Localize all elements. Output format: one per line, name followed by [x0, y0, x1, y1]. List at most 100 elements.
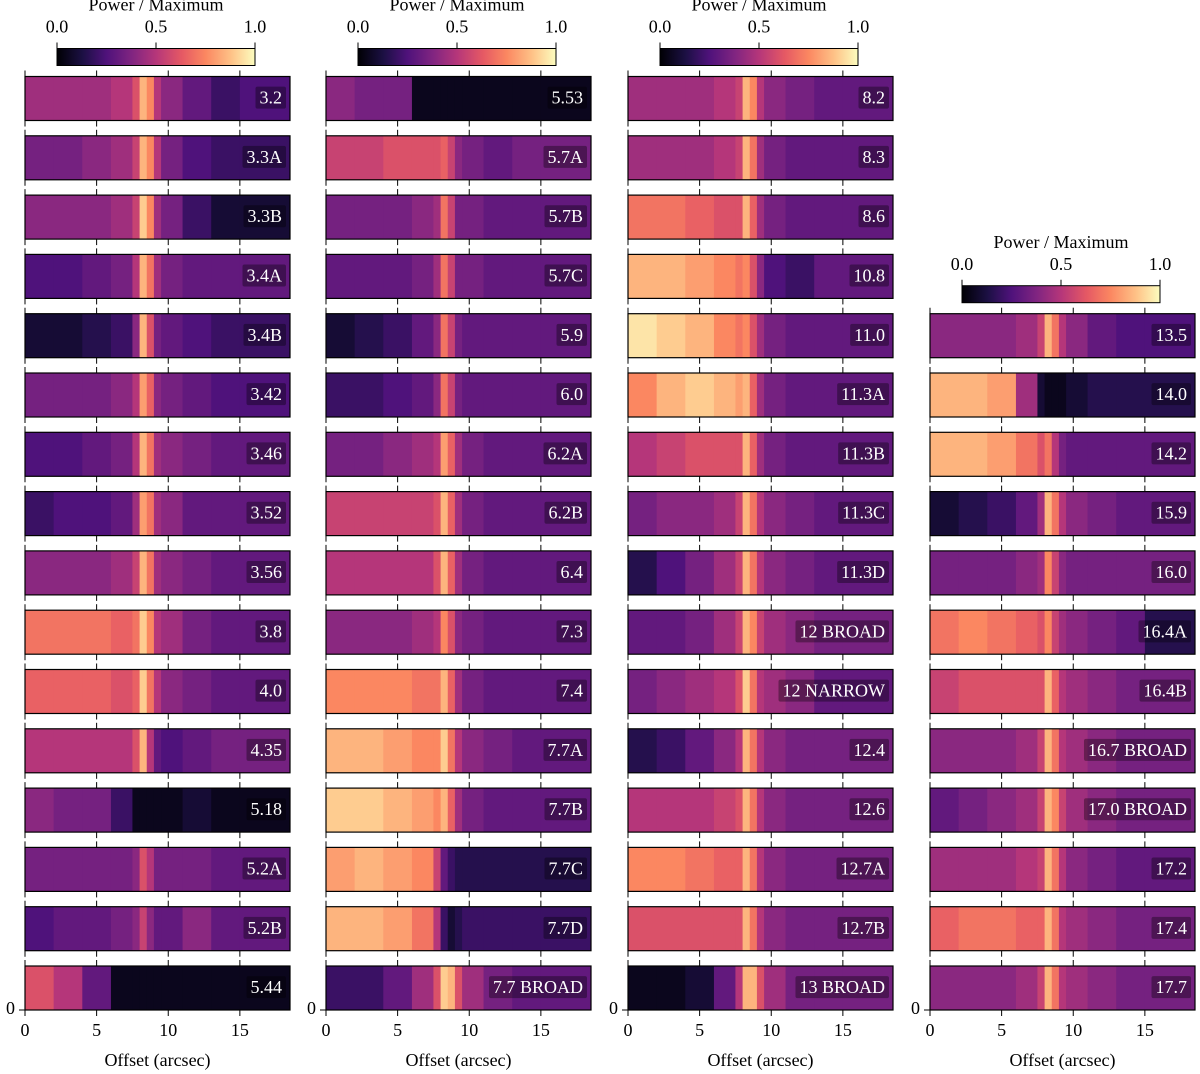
heat-cell [182, 669, 212, 714]
heat-cell [82, 847, 112, 892]
panel: 7.7B [325, 782, 592, 839]
heat-cell [1087, 550, 1117, 595]
heat-cell [383, 728, 413, 773]
heat-cell [462, 195, 485, 240]
heat-cell [742, 76, 751, 121]
panel-label-bg [255, 679, 286, 702]
heat-cell [842, 254, 894, 299]
heat-cell [540, 195, 592, 240]
heat-cell [540, 847, 592, 892]
heat-cell [354, 728, 384, 773]
heat-cell [433, 76, 442, 121]
heat-cell [53, 788, 83, 833]
panel: 12 BROAD [627, 604, 894, 661]
panel-label: 5.2A [247, 859, 283, 879]
heat-cell [628, 847, 658, 892]
heat-cell [1044, 788, 1053, 833]
heat-cell [1087, 610, 1117, 655]
panel-label-bg [246, 442, 286, 465]
x-tick-label: 0 [624, 1020, 633, 1040]
heat-cell [756, 76, 765, 121]
colorbar-tick-label: 0.5 [1050, 254, 1073, 274]
heat-cell [785, 373, 815, 417]
heat-cell [749, 195, 758, 240]
heat-cell [440, 847, 449, 892]
panel-label: 3.8 [260, 621, 283, 641]
panel: 15.9 [929, 485, 1196, 542]
heat-cell [742, 432, 751, 477]
heat-cell [842, 847, 894, 892]
panel-label-bg [246, 501, 286, 524]
heat-cell [440, 906, 449, 951]
heat-cell [749, 254, 758, 299]
panel-label: 16.0 [1156, 562, 1188, 582]
panel: 3.42 [24, 367, 291, 423]
heat-cell [462, 906, 485, 951]
heat-cell [146, 373, 155, 417]
panel: 3.4B [24, 307, 291, 364]
heat-cell [25, 669, 55, 714]
heat-cell [742, 313, 751, 358]
panel-label-bg [543, 916, 587, 939]
colorbar-title: Power / Maximum [89, 0, 224, 15]
heat-cell [153, 432, 162, 477]
colorbar [56, 48, 256, 66]
panel: 3.4A [24, 248, 291, 305]
panel: 12.7B [627, 900, 894, 957]
heat-cell [814, 313, 844, 358]
heat-cell [440, 491, 449, 536]
panel-label-bg [543, 738, 587, 761]
heat-cell [483, 254, 513, 299]
heat-cell [383, 432, 413, 477]
heat-cell [153, 669, 162, 714]
panel-frame [929, 550, 1196, 596]
heat-cell [930, 669, 960, 714]
heat-cell [656, 610, 686, 655]
heat-cell [25, 195, 55, 240]
heat-cell [540, 491, 592, 536]
heat-cell [1051, 610, 1060, 655]
heat-cell [433, 728, 442, 773]
heat-cell [440, 254, 449, 299]
panel-label-bg [556, 323, 587, 346]
panel-label: 11.3A [841, 384, 885, 404]
heat-cell [161, 847, 184, 892]
panel-frame [627, 75, 894, 122]
heat-cell [239, 610, 291, 655]
heat-cell [814, 432, 844, 477]
heat-cell [161, 373, 184, 417]
heat-cell [440, 76, 449, 121]
panel-label-bg [837, 916, 889, 939]
panel-label-bg [543, 145, 587, 168]
panel-frame [325, 135, 592, 181]
heat-cell [25, 373, 55, 417]
heat-cell [433, 550, 442, 595]
heat-cell [139, 254, 148, 299]
heat-cell [447, 788, 456, 833]
heat-cell [82, 728, 112, 773]
heat-cell [1144, 669, 1196, 714]
heat-cell [1066, 847, 1089, 892]
heat-cell [53, 728, 83, 773]
heat-cell [742, 254, 751, 299]
panel-label-bg [838, 501, 889, 524]
heat-cell [182, 728, 212, 773]
heat-cell [814, 76, 844, 121]
heat-cell [239, 847, 291, 892]
panel: 5.9 [325, 307, 592, 364]
heat-cell [110, 313, 133, 358]
heat-cell [628, 135, 658, 180]
heat-cell [110, 254, 133, 299]
panel-label-bg [556, 620, 587, 643]
heat-cell [958, 847, 988, 892]
heat-cell [53, 610, 83, 655]
heat-cell [211, 491, 241, 536]
colorbar [961, 285, 1161, 304]
heat-cell [440, 728, 449, 773]
heat-cell [785, 195, 815, 240]
heat-cell [1015, 728, 1038, 773]
heat-cell [411, 491, 434, 536]
panel-label: 6.4 [561, 562, 584, 582]
heat-cell [735, 195, 744, 240]
heat-cell [512, 135, 542, 180]
